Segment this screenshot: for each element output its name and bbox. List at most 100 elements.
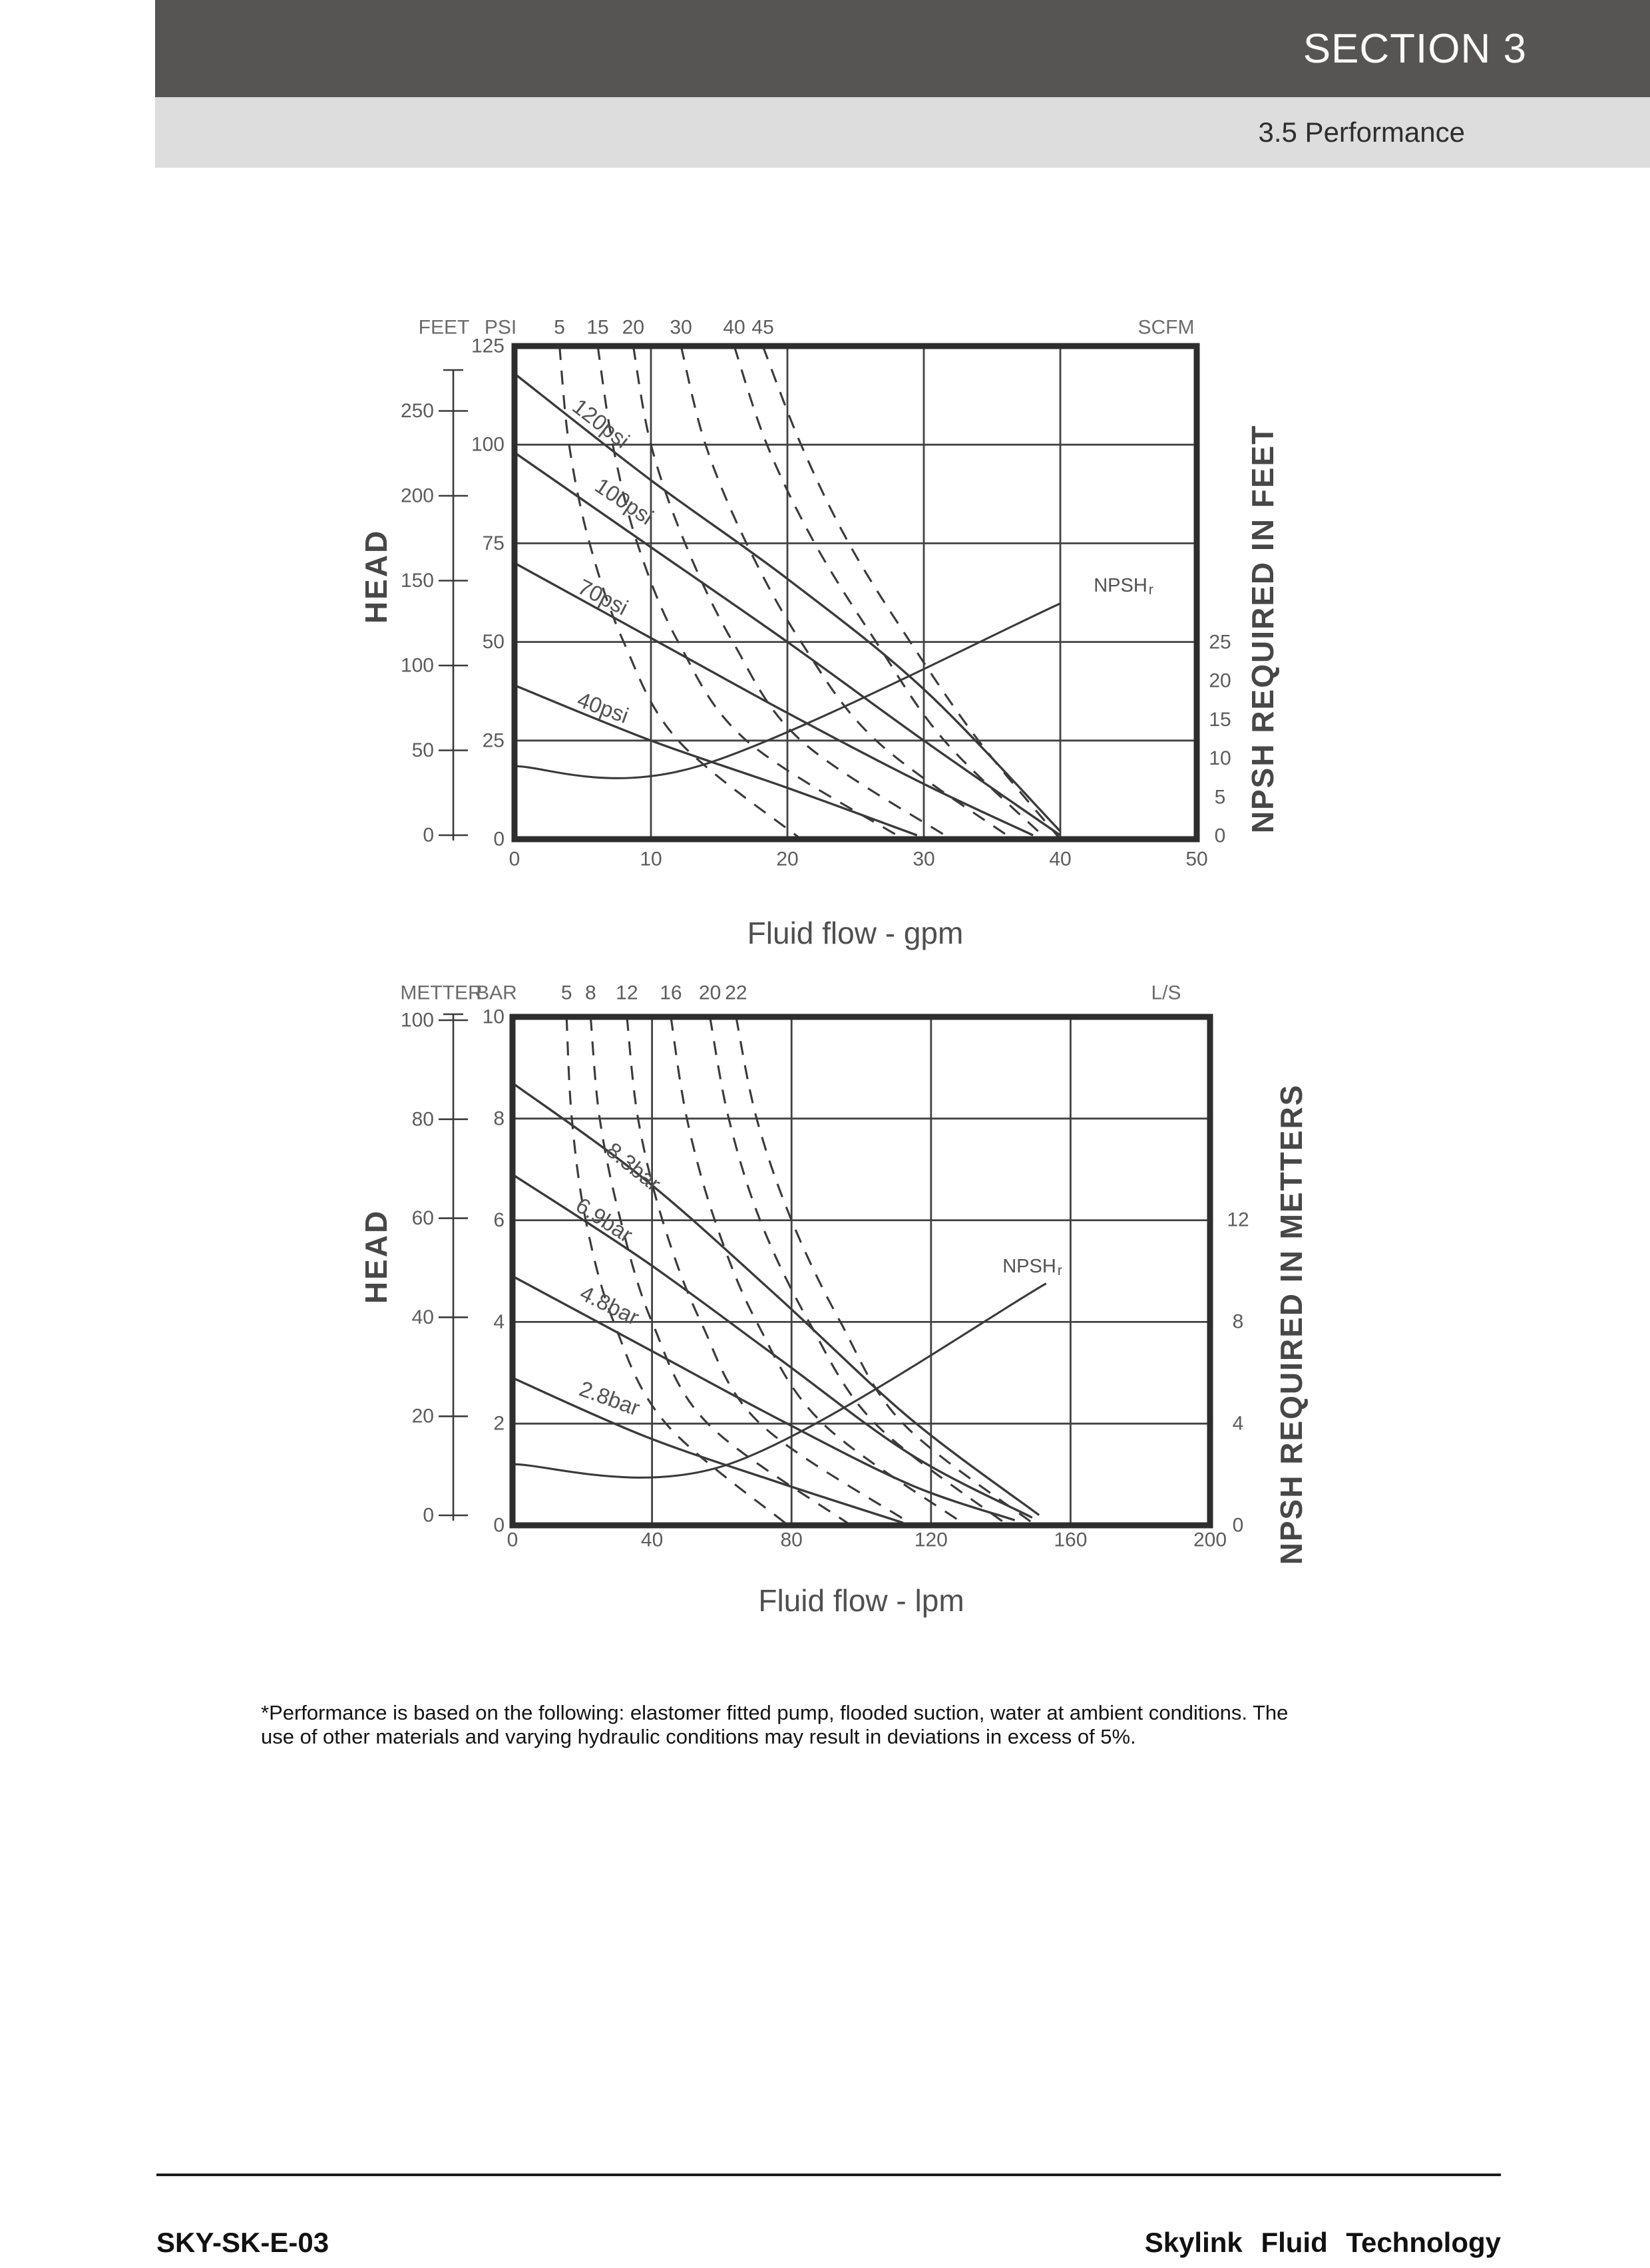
x-axis-title: Fluid flow - lpm <box>758 1583 964 1618</box>
document-code: SKY-SK-E-03 <box>156 2227 329 2258</box>
head-axis-title: HEAD <box>359 529 393 624</box>
x-tick-label: 200 <box>1193 1529 1227 1551</box>
air-unit-label: SCFM <box>1138 317 1195 339</box>
outer-tick-label: 80 <box>412 1108 434 1130</box>
inner-tick-label: 0 <box>493 829 505 850</box>
outer-unit-label: FEET <box>419 317 470 339</box>
pressure-curve-100psi <box>514 451 1061 837</box>
air-curve-16 <box>670 1016 967 1527</box>
outer-tick-label: 40 <box>412 1306 434 1328</box>
gridlines <box>515 346 1197 839</box>
air-curve-22 <box>735 1016 1036 1527</box>
outer-unit-label: METTER <box>400 982 482 1004</box>
npsh-tick-label: 0 <box>1233 1515 1244 1537</box>
inner-tick-label: 100 <box>471 434 505 456</box>
pressure-curves <box>511 1081 1040 1524</box>
inner-unit-label: BAR <box>476 982 517 1004</box>
pressure-curve-2.8bar <box>512 1376 904 1524</box>
curve-label-2.8bar: 2.8bar <box>576 1376 644 1421</box>
air-curve-45 <box>761 345 1062 840</box>
air-flow-label: 16 <box>660 982 682 1004</box>
outer-tick-label: 60 <box>412 1207 434 1229</box>
curve-label-8.3bar: 8.3bar <box>602 1137 666 1196</box>
air-flow-label: 22 <box>725 982 747 1004</box>
x-tick-label: 120 <box>915 1529 948 1551</box>
x-axis-title: Fluid flow - gpm <box>747 916 964 950</box>
npshr-label: NPSHr <box>1094 575 1153 598</box>
plot-border <box>511 343 1200 843</box>
inner-tick-label: 125 <box>471 335 505 357</box>
air-curve-20 <box>632 345 952 841</box>
air-flow-label: 15 <box>586 317 608 339</box>
curve-label-100psi: 100psi <box>590 472 658 529</box>
air-flow-label: 30 <box>670 317 692 339</box>
air-flow-label: 40 <box>723 317 745 339</box>
outer-head-axis <box>439 1013 468 1521</box>
footer: SKY-SK-E-03 Skylink Fluid Technology <box>156 2227 1501 2259</box>
inner-tick-label: 6 <box>493 1209 505 1231</box>
outer-tick-label: 20 <box>412 1406 434 1427</box>
npsh-tick-label: 25 <box>1209 632 1231 654</box>
npshr-curve <box>514 602 1061 779</box>
air-curve-12 <box>626 1016 915 1527</box>
inner-tick-label: 2 <box>493 1413 505 1435</box>
outer-tick-label: 100 <box>401 655 434 677</box>
x-tick-label: 40 <box>641 1529 663 1551</box>
air-consumption-curves <box>558 345 1062 841</box>
air-curve-15 <box>596 345 905 841</box>
outer-head-axis <box>439 369 468 841</box>
inner-tick-label: 10 <box>483 1006 505 1028</box>
inner-axis-labels: 0 25 50 75 100 125 <box>471 335 505 850</box>
npsh-tick-label: 20 <box>1209 670 1231 692</box>
inner-tick-label: 50 <box>483 631 505 653</box>
x-tick-label: 30 <box>913 849 934 870</box>
x-tick-label: 20 <box>776 849 798 870</box>
outer-tick-label: 100 <box>401 1010 434 1032</box>
section-header-bar: SECTION 3 <box>155 0 1650 97</box>
air-flow-label: 45 <box>751 317 773 339</box>
subsection-title: 3.5 Performance <box>1258 116 1466 148</box>
subsection-header-bar: 3.5 Performance <box>155 97 1650 168</box>
x-tick-label: 40 <box>1049 849 1071 870</box>
pressure-curve-120psi <box>513 373 1062 833</box>
outer-axis-labels: 0 50 100 150 200 250 <box>401 400 434 847</box>
inner-tick-label: 75 <box>483 532 505 554</box>
air-curve-30 <box>680 345 1014 841</box>
outer-tick-label: 0 <box>423 825 434 847</box>
npsh-tick-label: 10 <box>1209 747 1231 769</box>
outer-tick-label: 0 <box>423 1505 434 1527</box>
air-curve-20 <box>709 1016 1009 1527</box>
air-flow-label: 5 <box>561 982 572 1004</box>
inner-tick-label: 25 <box>483 729 505 751</box>
air-curve-40 <box>733 345 1048 841</box>
npsh-axis-title: NPSH REQUIRED IN FEET <box>1245 425 1280 834</box>
performance-footnote: *Performance is based on the following: … <box>261 1701 1432 1749</box>
pressure-curve-6.9bar <box>512 1173 1033 1519</box>
top-unit-row: FEET PSI SCFM 5 15 20 30 40 45 <box>419 317 1195 339</box>
pressure-curve-40psi <box>514 684 918 837</box>
air-curve-8 <box>589 1016 852 1527</box>
air-flow-label: 8 <box>585 982 596 1004</box>
outer-tick-label: 250 <box>401 400 434 422</box>
npshr-label: NPSHr <box>1002 1256 1062 1278</box>
npsh-tick-label: 0 <box>1215 825 1226 847</box>
npshr-curve <box>512 1282 1047 1479</box>
npsh-axis-labels: 0 4 8 12 <box>1227 1209 1249 1537</box>
inner-tick-label: 0 <box>493 1515 505 1537</box>
npsh-axis-title: NPSH REQUIRED IN METTERS <box>1274 1084 1309 1565</box>
x-tick-label: 80 <box>781 1529 803 1551</box>
plot-border <box>509 1014 1213 1529</box>
inner-tick-label: 8 <box>493 1107 505 1129</box>
air-curve-5 <box>565 1016 789 1527</box>
footer-divider <box>156 2174 1501 2176</box>
air-curve-5 <box>558 345 802 841</box>
x-tick-label: 160 <box>1054 1529 1087 1551</box>
section-title: SECTION 3 <box>1303 25 1527 72</box>
pressure-curve-8.3bar <box>511 1081 1040 1517</box>
air-consumption-curves <box>565 1016 1036 1527</box>
